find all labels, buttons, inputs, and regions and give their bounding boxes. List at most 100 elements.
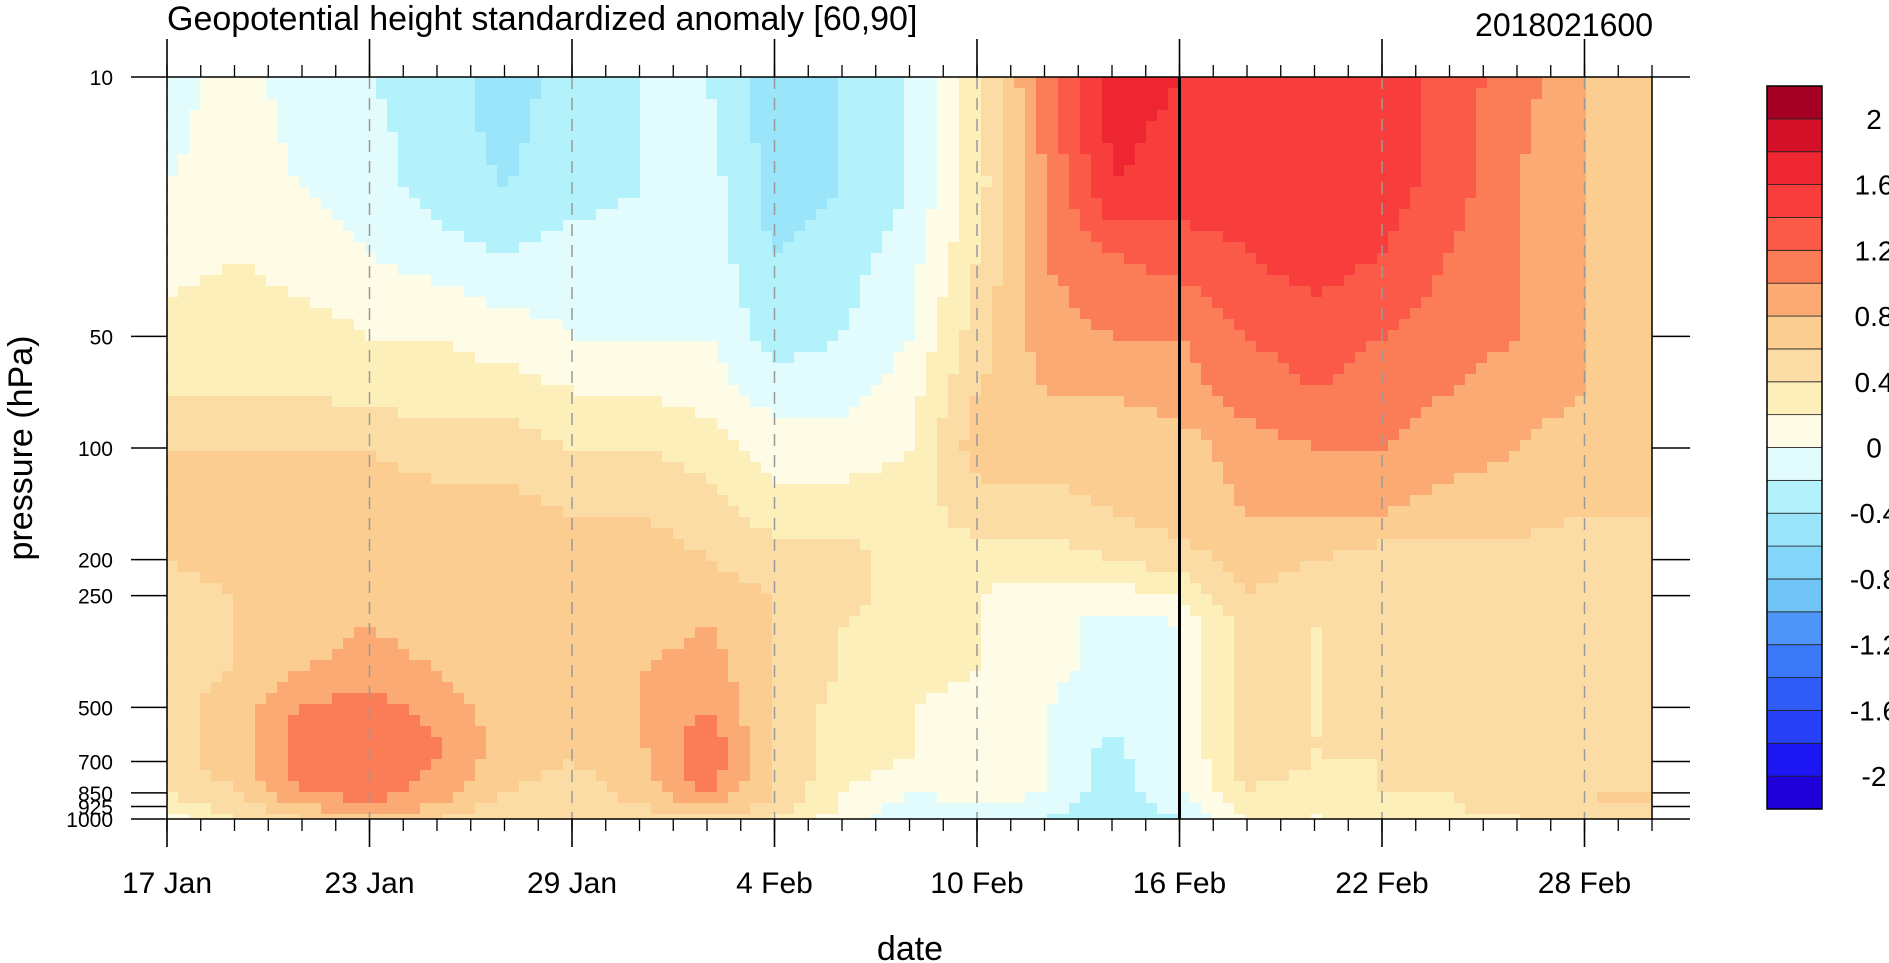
field-cell [420,242,432,254]
field-cell [717,429,729,441]
field-cell [959,451,971,463]
field-cell [288,385,300,397]
field-cell [1135,418,1147,430]
field-cell [607,187,619,199]
field-cell [1520,264,1532,276]
field-cell [761,77,773,89]
field-cell [981,220,993,232]
field-cell [1421,374,1433,386]
field-cell [1223,297,1235,309]
field-cell [794,297,806,309]
field-cell [662,407,674,419]
field-cell [398,330,410,342]
field-cell [1454,297,1466,309]
field-cell [1421,99,1433,111]
field-cell [310,286,322,298]
field-cell [277,352,289,364]
field-cell [772,253,784,265]
field-cell [387,473,399,485]
field-cell [1267,418,1279,430]
field-cell [244,418,256,430]
field-cell [662,418,674,430]
field-cell [1487,330,1499,342]
field-cell [321,451,333,463]
field-cell [299,99,311,111]
field-cell [893,77,905,89]
field-cell [1256,242,1268,254]
field-cell [1102,209,1114,221]
field-cell [1520,121,1532,133]
field-cell [992,330,1004,342]
field-cell [244,253,256,265]
field-cell [574,462,586,474]
field-cell [376,121,388,133]
field-cell [1608,231,1620,243]
field-cell [1564,429,1576,441]
field-cell [255,451,267,463]
field-cell [651,209,663,221]
field-cell [640,88,652,100]
field-cell [684,253,696,265]
field-cell [409,374,421,386]
field-cell [1289,319,1301,331]
field-cell [1586,407,1598,419]
field-cell [893,363,905,375]
field-cell [1575,385,1587,397]
field-cell [981,275,993,287]
field-cell [684,308,696,320]
field-cell [354,110,366,122]
field-cell [1102,385,1114,397]
field-cell [299,165,311,177]
field-cell [1410,176,1422,188]
field-cell [684,396,696,408]
field-cell [1641,176,1652,188]
field-cell [332,374,344,386]
field-cell [860,165,872,177]
field-cell [750,110,762,122]
field-cell [1201,242,1213,254]
field-cell [1234,99,1246,111]
field-cell [937,132,949,144]
field-cell [662,308,674,320]
field-cell [761,363,773,375]
field-cell [475,187,487,199]
field-cell [1223,88,1235,100]
field-cell [882,231,894,243]
field-cell [1212,176,1224,188]
field-cell [1289,341,1301,353]
field-cell [233,242,245,254]
field-cell [607,330,619,342]
field-cell [1333,330,1345,342]
field-cell [167,99,179,111]
field-cell [1278,220,1290,232]
field-cell [827,88,839,100]
field-cell [794,418,806,430]
field-cell [1608,154,1620,166]
field-cell [178,209,190,221]
field-cell [1003,418,1015,430]
field-cell [1619,330,1631,342]
field-cell [1641,363,1652,375]
field-cell [1575,440,1587,452]
field-cell [596,143,608,155]
field-cell [728,121,740,133]
field-cell [1300,396,1312,408]
field-cell [464,418,476,430]
field-cell [1025,286,1037,298]
field-cell [431,341,443,353]
field-cell [717,462,729,474]
field-cell [1443,429,1455,441]
field-cell [1168,77,1180,89]
field-cell [849,319,861,331]
field-cell [904,418,916,430]
field-cell [1388,275,1400,287]
field-cell [409,187,421,199]
field-cell [167,143,179,155]
field-cell [904,407,916,419]
field-cell [1454,374,1466,386]
field-cell [937,242,949,254]
field-cell [1091,319,1103,331]
field-cell [376,451,388,463]
field-cell [354,341,366,353]
field-cell [1113,154,1125,166]
